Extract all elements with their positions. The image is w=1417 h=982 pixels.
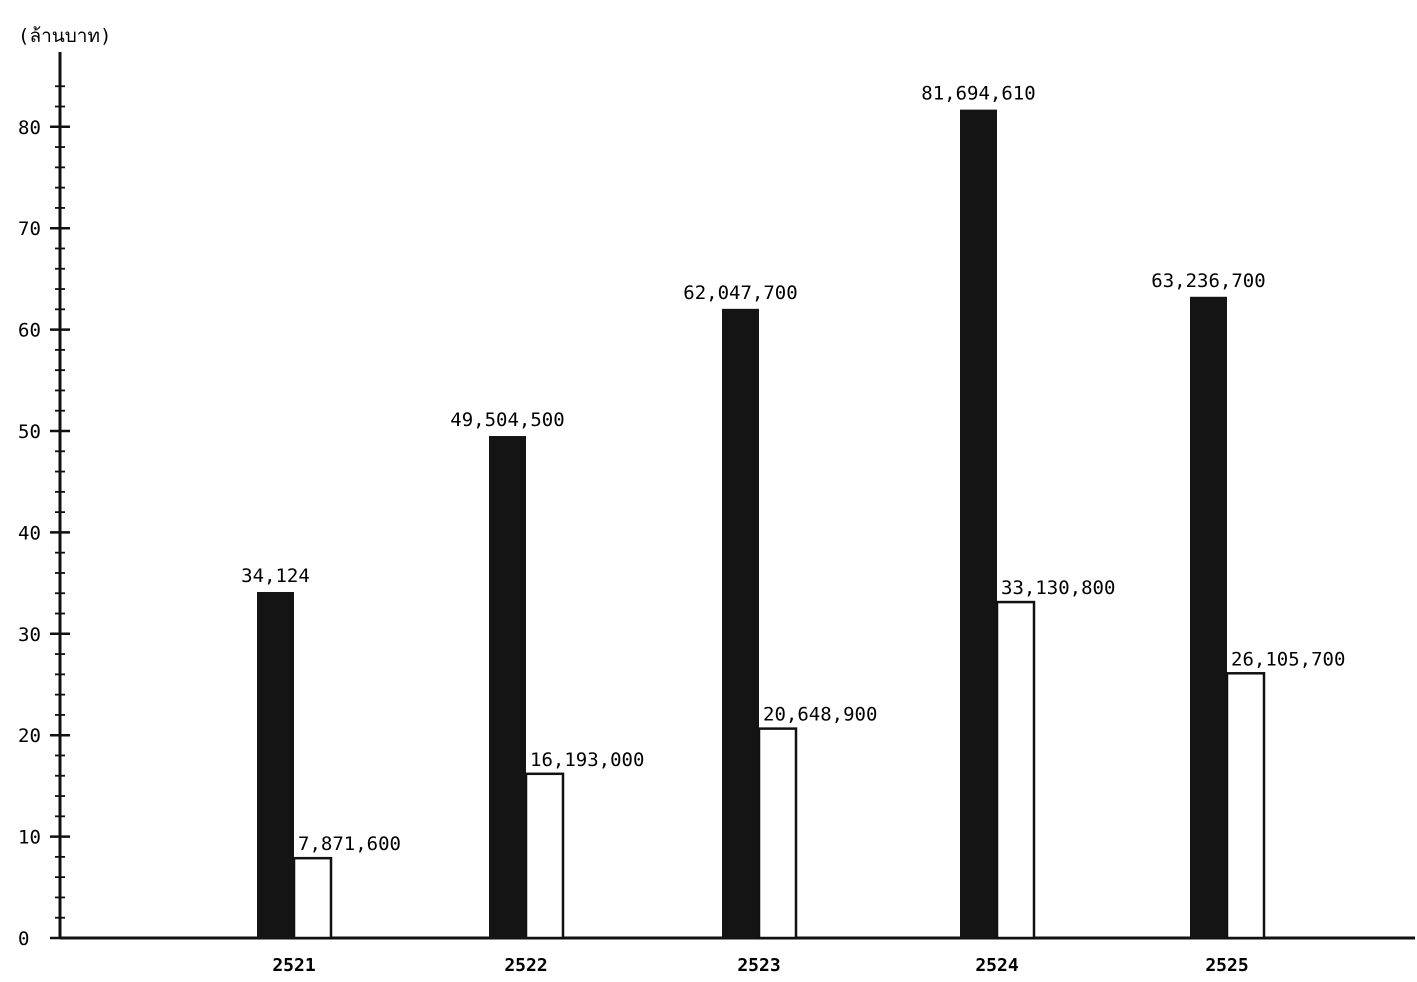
data-label-series-2-2524: 33,130,800 <box>1001 577 1115 599</box>
y-tick-label: 40 <box>18 522 41 544</box>
bar-series-1-2524 <box>960 109 997 939</box>
bar-series-1-2521 <box>257 591 294 938</box>
y-tick-label: 70 <box>18 218 41 240</box>
data-label-series-2-2523: 20,648,900 <box>763 704 877 726</box>
data-label-series-1-2523: 62,047,700 <box>683 282 797 304</box>
y-tick-label: 60 <box>18 320 41 342</box>
x-axis-labels: 2521 2522 2523 2524 2525 <box>272 955 1248 976</box>
bar-series-1-2525 <box>1190 296 1227 938</box>
bar-series-2-2524 <box>995 600 1036 940</box>
data-label-series-1-2522: 49,504,500 <box>450 409 564 431</box>
bars: 34,124 7,871,600 49,504,500 16,193,000 62,04… <box>241 83 1345 940</box>
data-label-series-2-2525: 26,105,700 <box>1231 648 1345 670</box>
data-label-series-2-2521: 7,871,600 <box>298 833 401 855</box>
bar-series-1-2522 <box>489 436 526 938</box>
x-tick-label-2522: 2522 <box>504 955 547 976</box>
data-label-series-1-2521: 34,124 <box>241 565 310 587</box>
bar-series-2-2523 <box>757 727 798 940</box>
x-tick-label-2525: 2525 <box>1205 955 1248 976</box>
x-tick-label-2524: 2524 <box>975 955 1019 976</box>
y-tick-label: 80 <box>18 117 41 139</box>
x-tick-label-2523: 2523 <box>737 955 780 976</box>
y-tick-label: 50 <box>18 421 41 443</box>
data-label-series-1-2525: 63,236,700 <box>1151 270 1265 292</box>
data-label-series-1-2524: 81,694,610 <box>921 83 1035 105</box>
bar-series-2-2521 <box>292 856 333 940</box>
bar-series-1-2523 <box>722 308 759 939</box>
y-axis-label: (ล้านบาท) <box>18 25 111 47</box>
y-tick-label: 10 <box>18 827 41 849</box>
y-tick-label: 30 <box>18 624 41 646</box>
y-tick-label: 20 <box>18 725 41 747</box>
bar-series-2-2522 <box>524 772 565 940</box>
x-tick-label-2521: 2521 <box>272 955 315 976</box>
y-tick-label: 0 <box>18 928 29 950</box>
bar-series-2-2525 <box>1225 672 1266 940</box>
y-axis-ticks: 0 10 20 30 40 50 60 70 80 <box>18 85 70 950</box>
data-label-series-2-2522: 16,193,000 <box>530 749 644 771</box>
